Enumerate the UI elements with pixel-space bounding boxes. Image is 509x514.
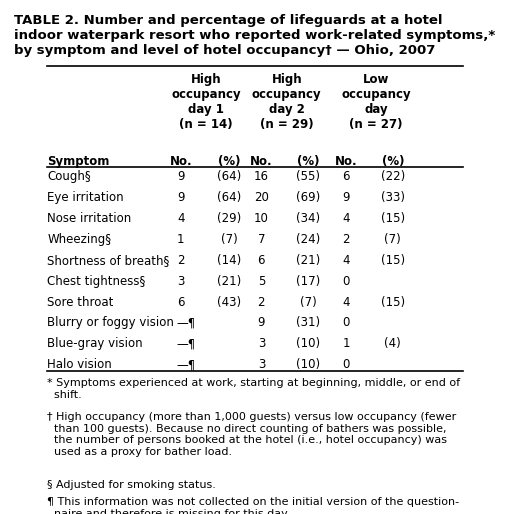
Text: § Adjusted for smoking status.: § Adjusted for smoking status. xyxy=(47,481,216,490)
Text: 3: 3 xyxy=(257,358,265,371)
Text: (15): (15) xyxy=(380,254,404,267)
Text: * Symptoms experienced at work, starting at beginning, middle, or end of
  shift: * Symptoms experienced at work, starting… xyxy=(47,378,460,400)
Text: 10: 10 xyxy=(253,212,268,225)
Text: —¶: —¶ xyxy=(176,317,195,329)
Text: † High occupancy (more than 1,000 guests) versus low occupancy (fewer
  than 100: † High occupancy (more than 1,000 guests… xyxy=(47,412,456,457)
Text: Nose irritation: Nose irritation xyxy=(47,212,131,225)
Text: —¶: —¶ xyxy=(176,337,195,351)
Text: (15): (15) xyxy=(380,212,404,225)
Text: (33): (33) xyxy=(380,191,404,204)
Text: Shortness of breath§: Shortness of breath§ xyxy=(47,254,169,267)
Text: 2: 2 xyxy=(177,254,184,267)
Text: (7): (7) xyxy=(221,233,238,246)
Text: No.: No. xyxy=(334,155,357,169)
Text: High
occupancy
day 2
(n = 29): High occupancy day 2 (n = 29) xyxy=(251,74,321,131)
Text: 6: 6 xyxy=(257,254,265,267)
Text: 3: 3 xyxy=(177,274,184,288)
Text: (17): (17) xyxy=(295,274,320,288)
Text: (43): (43) xyxy=(217,296,241,308)
Text: No.: No. xyxy=(169,155,192,169)
Text: (7): (7) xyxy=(384,233,401,246)
Text: Sore throat: Sore throat xyxy=(47,296,114,308)
Text: (31): (31) xyxy=(295,317,320,329)
Text: Wheezing§: Wheezing§ xyxy=(47,233,111,246)
Text: (64): (64) xyxy=(217,170,241,183)
Text: (21): (21) xyxy=(217,274,241,288)
Text: 9: 9 xyxy=(177,170,184,183)
Text: 4: 4 xyxy=(342,254,349,267)
Text: (7): (7) xyxy=(299,296,316,308)
Text: (15): (15) xyxy=(380,296,404,308)
Text: (%): (%) xyxy=(381,155,403,169)
Text: (%): (%) xyxy=(296,155,319,169)
Text: 0: 0 xyxy=(342,358,349,371)
Text: Symptom: Symptom xyxy=(47,155,109,169)
Text: (10): (10) xyxy=(295,337,320,351)
Text: 1: 1 xyxy=(177,233,184,246)
Text: 20: 20 xyxy=(253,191,268,204)
Text: Blurry or foggy vision: Blurry or foggy vision xyxy=(47,317,174,329)
Text: 4: 4 xyxy=(342,212,349,225)
Text: 9: 9 xyxy=(177,191,184,204)
Text: 9: 9 xyxy=(257,317,265,329)
Text: (4): (4) xyxy=(384,337,401,351)
Text: 9: 9 xyxy=(342,191,349,204)
Text: Blue-gray vision: Blue-gray vision xyxy=(47,337,143,351)
Text: (%): (%) xyxy=(218,155,240,169)
Text: 0: 0 xyxy=(342,317,349,329)
Text: —¶: —¶ xyxy=(176,358,195,371)
Text: 0: 0 xyxy=(342,274,349,288)
Text: Chest tightness§: Chest tightness§ xyxy=(47,274,145,288)
Text: (34): (34) xyxy=(295,212,320,225)
Text: 1: 1 xyxy=(342,337,349,351)
Text: Eye irritation: Eye irritation xyxy=(47,191,124,204)
Text: (24): (24) xyxy=(295,233,320,246)
Text: 3: 3 xyxy=(257,337,265,351)
Text: 5: 5 xyxy=(257,274,265,288)
Text: 4: 4 xyxy=(342,296,349,308)
Text: (14): (14) xyxy=(217,254,241,267)
Text: (29): (29) xyxy=(217,212,241,225)
Text: (22): (22) xyxy=(380,170,404,183)
Text: (21): (21) xyxy=(295,254,320,267)
Text: 7: 7 xyxy=(257,233,265,246)
Text: High
occupancy
day 1
(n = 14): High occupancy day 1 (n = 14) xyxy=(171,74,241,131)
Text: (69): (69) xyxy=(295,191,320,204)
Text: 2: 2 xyxy=(257,296,265,308)
Text: 2: 2 xyxy=(342,233,349,246)
Text: 16: 16 xyxy=(253,170,268,183)
Text: TABLE 2. Number and percentage of lifeguards at a hotel
indoor waterpark resort : TABLE 2. Number and percentage of lifegu… xyxy=(14,14,495,57)
Text: Cough§: Cough§ xyxy=(47,170,91,183)
Text: 4: 4 xyxy=(177,212,184,225)
Text: Low
occupancy
day
(n = 27): Low occupancy day (n = 27) xyxy=(341,74,410,131)
Text: ¶ This information was not collected on the initial version of the question-
  n: ¶ This information was not collected on … xyxy=(47,498,459,514)
Text: No.: No. xyxy=(249,155,272,169)
Text: 6: 6 xyxy=(177,296,184,308)
Text: Halo vision: Halo vision xyxy=(47,358,112,371)
Text: 6: 6 xyxy=(342,170,349,183)
Text: (10): (10) xyxy=(295,358,320,371)
Text: (64): (64) xyxy=(217,191,241,204)
Text: (55): (55) xyxy=(295,170,319,183)
